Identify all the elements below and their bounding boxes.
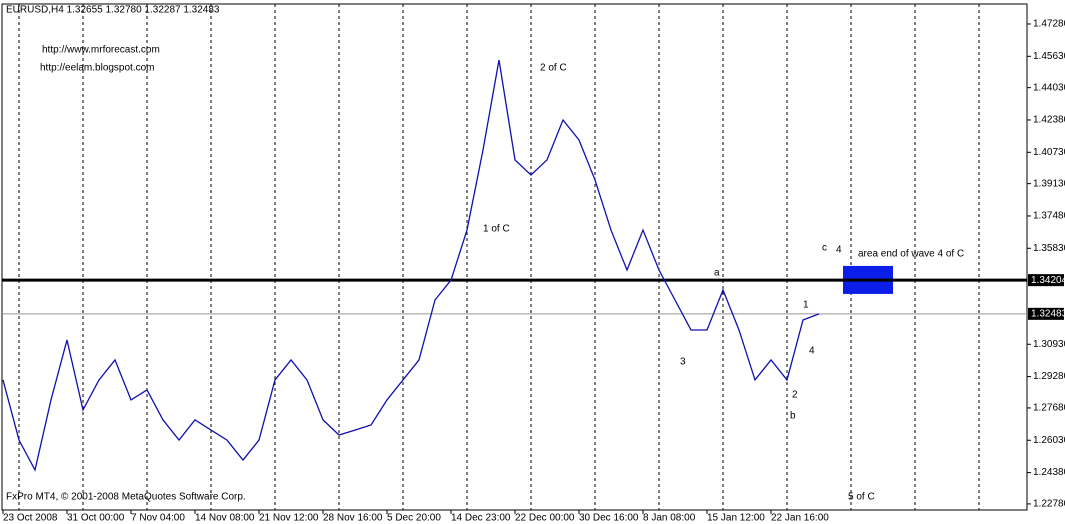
x-tick-label: 31 Oct 00:00 xyxy=(67,513,125,524)
x-tick-label: 5 Dec 20:00 xyxy=(387,513,441,524)
annotation: 1 of C xyxy=(483,224,510,235)
annotation: c xyxy=(822,243,827,254)
chart-title: EURUSD,H4 1.32655 1.32780 1.32287 1.3248… xyxy=(6,5,220,16)
y-tick-label: 1.42380 xyxy=(1033,115,1065,126)
x-tick-label: 21 Nov 12:00 xyxy=(259,513,319,524)
x-tick-label: 7 Nov 04:00 xyxy=(131,513,185,524)
y-tick-label: 1.26030 xyxy=(1033,435,1065,446)
y-tick-label: 1.27680 xyxy=(1033,403,1065,414)
price-label-box xyxy=(1028,274,1064,287)
annotation: 4 xyxy=(836,245,842,256)
annotation: 1 xyxy=(803,300,809,311)
x-tick-label: 22 Dec 00:00 xyxy=(515,513,575,524)
y-tick-label: 1.22780 xyxy=(1033,499,1065,510)
y-tick-label: 1.47280 xyxy=(1033,19,1065,30)
x-tick-label: 23 Oct 2008 xyxy=(3,513,58,524)
annotation: FxPro MT4, © 2001-2008 MetaQuotes Softwa… xyxy=(6,492,246,503)
y-tick-label: 1.35830 xyxy=(1033,243,1065,254)
annotation: 2 xyxy=(792,390,798,401)
y-tick-label: 1.30930 xyxy=(1033,339,1065,350)
annotation: 2 of C xyxy=(540,63,567,74)
annotation: http://eelam.blogspot.com xyxy=(40,63,155,74)
y-tick-label: 1.37480 xyxy=(1033,211,1065,222)
annotation: a xyxy=(714,268,720,279)
annotation: 4 xyxy=(809,346,815,357)
x-tick-label: 14 Nov 08:00 xyxy=(195,513,255,524)
y-tick-label: 1.45630 xyxy=(1033,51,1065,62)
annotation: 5 of C xyxy=(848,492,875,503)
price-line xyxy=(2,59,820,472)
y-tick-label: 1.29280 xyxy=(1033,371,1065,382)
annotation: http://www.mrforecast.com xyxy=(42,45,160,56)
x-tick-label: 28 Nov 16:00 xyxy=(323,513,383,524)
annotation: 3 xyxy=(680,357,686,368)
x-tick-label: 15 Jan 12:00 xyxy=(707,513,765,524)
y-tick-label: 1.39130 xyxy=(1033,178,1065,189)
x-tick-label: 30 Dec 16:00 xyxy=(579,513,639,524)
y-tick-label: 1.44030 xyxy=(1033,82,1065,93)
x-tick-label: 22 Jan 16:00 xyxy=(771,513,829,524)
x-tick-label: 8 Jan 08:00 xyxy=(643,513,696,524)
annotation: area end of wave 4 of C xyxy=(858,249,964,260)
price-label: 1.34204 xyxy=(1031,275,1065,286)
y-tick-label: 1.24380 xyxy=(1033,467,1065,478)
x-tick-label: 14 Dec 23:00 xyxy=(451,513,511,524)
price-label: 1.32483 xyxy=(1031,308,1065,319)
y-tick-label: 1.40730 xyxy=(1033,147,1065,158)
price-label-box xyxy=(1028,307,1064,320)
annotation: b xyxy=(790,411,796,422)
